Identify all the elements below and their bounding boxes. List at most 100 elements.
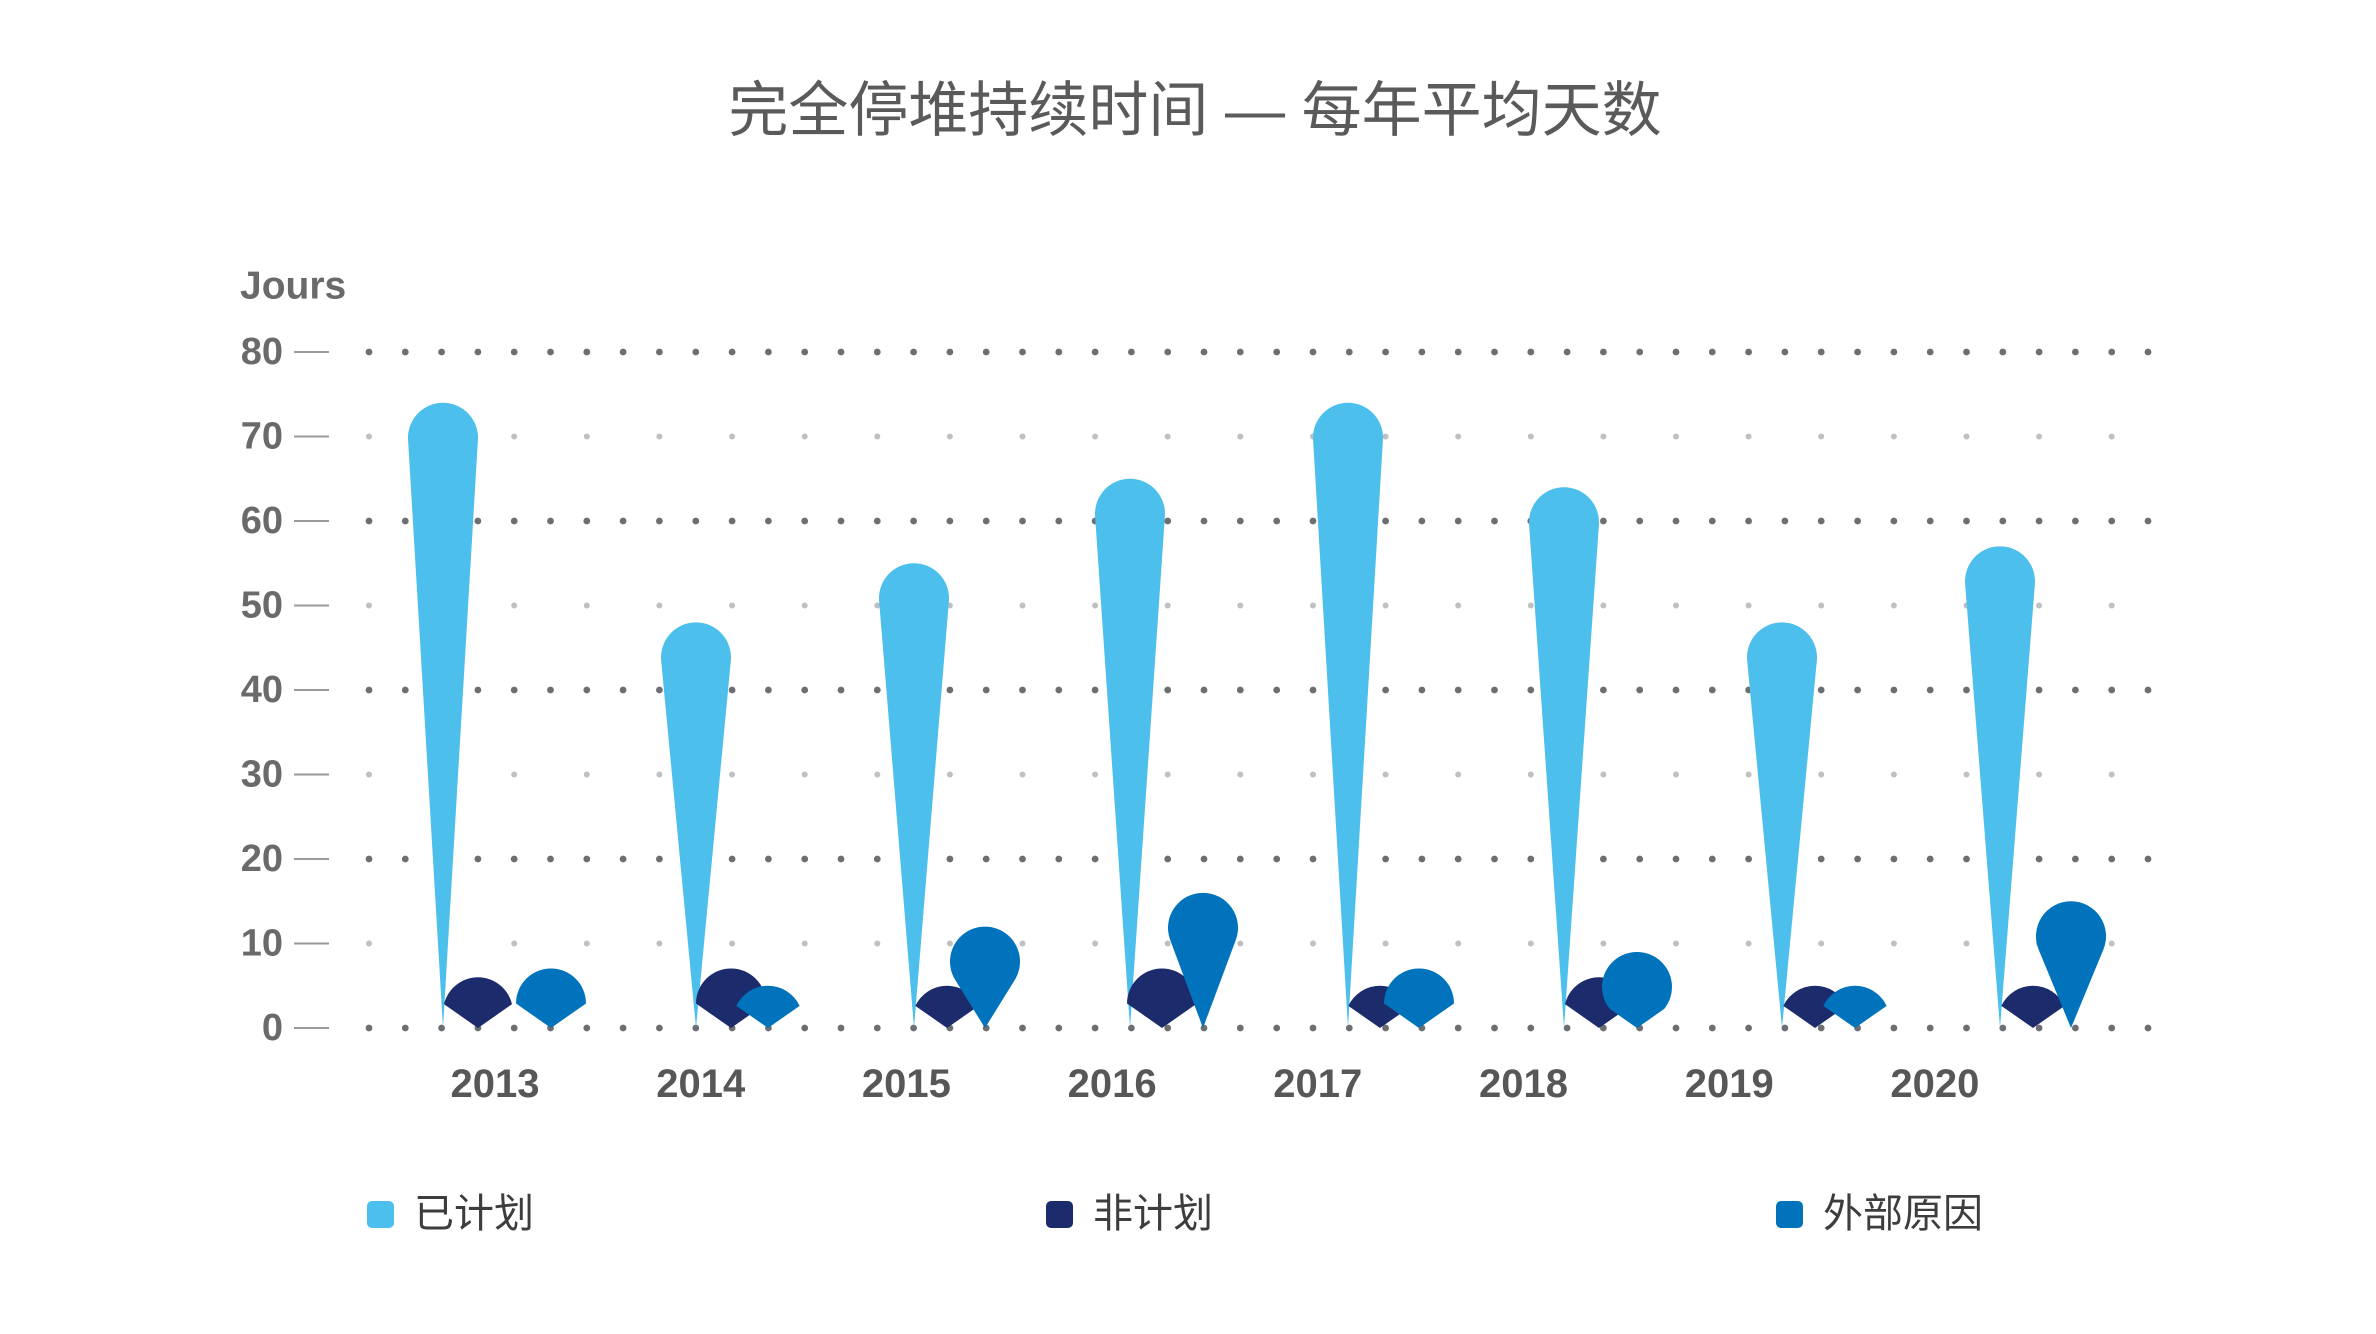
grid-dot	[982, 517, 990, 525]
grid-dot	[1455, 433, 1462, 440]
grid-dot	[1673, 602, 1679, 609]
drop-planned-2015	[878, 563, 949, 1028]
grid-dot	[2108, 771, 2115, 778]
grid-dot	[1817, 517, 1825, 525]
grid-dot	[1708, 1024, 1716, 1032]
grid-dot	[1055, 1024, 1063, 1032]
grid-dot	[692, 517, 700, 525]
grid-dot	[1454, 686, 1462, 694]
grid-dot	[1817, 855, 1825, 863]
grid-dot	[1963, 940, 1970, 947]
drop-planned-2014	[661, 622, 731, 1028]
grid-dot	[474, 686, 482, 694]
grid-dot	[1019, 940, 1026, 947]
grid-dot	[1019, 771, 1026, 778]
grid-dot	[1200, 517, 1208, 525]
grid-dot	[1527, 855, 1535, 863]
grid-dot	[583, 433, 590, 440]
grid-dot	[1055, 517, 1063, 525]
grid-dot	[1963, 348, 1970, 356]
grid-dot	[1745, 855, 1752, 863]
grid-dot	[1164, 517, 1172, 525]
grid-dot	[366, 940, 372, 947]
grid-dot	[1128, 1024, 1135, 1032]
grid-dot	[1926, 1024, 1934, 1032]
grid-dot	[1999, 1024, 2007, 1032]
legend-swatch-external	[1776, 1200, 1803, 1228]
grid-dot	[1019, 517, 1026, 525]
drop-unplanned-2020	[2001, 985, 2065, 1028]
grid-dot	[1636, 686, 1644, 694]
gridline-60	[365, 517, 2152, 525]
grid-dot	[1273, 1024, 1281, 1032]
grid-dot	[583, 940, 590, 947]
grid-dot	[1310, 940, 1316, 947]
grid-dot	[547, 517, 554, 525]
grid-dot	[1672, 348, 1680, 356]
grid-dot	[1745, 771, 1752, 778]
grid-dot	[1817, 348, 1825, 356]
grid-dot	[619, 855, 627, 863]
grid-dot	[1237, 602, 1244, 609]
grid-dot	[656, 771, 663, 778]
grid-dot	[1818, 602, 1825, 609]
grid-dot	[1708, 517, 1716, 525]
grid-dot	[656, 855, 663, 863]
grid-dot	[583, 1024, 591, 1032]
grid-dot	[692, 348, 700, 356]
grid-dot	[365, 348, 373, 356]
grid-dot	[765, 517, 772, 525]
grid-dot	[1890, 602, 1897, 609]
grid-dot	[1055, 855, 1063, 863]
gridline-80	[365, 348, 2152, 356]
grid-dot	[1019, 855, 1026, 863]
grid-dot	[1491, 348, 1498, 356]
grid-dot	[1926, 855, 1934, 863]
grid-dot	[801, 855, 809, 863]
grid-dot	[982, 348, 990, 356]
grid-dot	[547, 855, 554, 863]
grid-dot	[1236, 855, 1244, 863]
grid-dot	[1091, 1024, 1099, 1032]
grid-dot	[1854, 348, 1861, 356]
grid-dot	[366, 433, 372, 440]
drop-planned-2013	[408, 402, 478, 1028]
grid-dot	[1781, 1024, 1789, 1032]
grid-dot	[1527, 771, 1534, 778]
grid-dot	[837, 1024, 845, 1032]
grid-dot	[1600, 686, 1607, 694]
grid-dot	[1019, 686, 1026, 694]
grid-dot	[692, 1024, 700, 1032]
grid-dot	[1310, 602, 1316, 609]
y-tick-label: 10	[241, 923, 283, 965]
grid-dot	[1817, 1024, 1825, 1032]
grid-dot	[2108, 686, 2116, 694]
grid-dot	[1237, 433, 1244, 440]
grid-dot	[1890, 940, 1897, 947]
grid-dot	[1200, 686, 1208, 694]
grid-dot	[1672, 855, 1680, 863]
series-planned	[408, 402, 2035, 1029]
grid-dot	[1890, 433, 1897, 440]
x-tick-label: 2014	[656, 1062, 746, 1106]
grid-dot	[1273, 855, 1281, 863]
grid-dot	[1092, 771, 1099, 778]
grid-dot	[1600, 517, 1607, 525]
grid-dot	[1600, 348, 1607, 356]
grid-dot	[801, 940, 808, 947]
grid-dot	[946, 771, 953, 778]
grid-dot	[1273, 517, 1281, 525]
grid-dot	[656, 1024, 663, 1032]
grid-dot	[1345, 1024, 1353, 1032]
gridline-50	[366, 602, 2115, 609]
grid-dot	[1600, 602, 1607, 609]
grid-dot	[474, 348, 482, 356]
drop-planned-2018	[1528, 487, 1599, 1029]
grid-dot	[1454, 348, 1462, 356]
grid-dot	[510, 1024, 518, 1032]
grid-dot	[510, 855, 518, 863]
grid-dot	[2108, 1024, 2116, 1032]
grid-dot	[2144, 1024, 2152, 1032]
drop-unplanned-2016	[1127, 968, 1197, 1028]
grid-dot	[1310, 771, 1316, 778]
